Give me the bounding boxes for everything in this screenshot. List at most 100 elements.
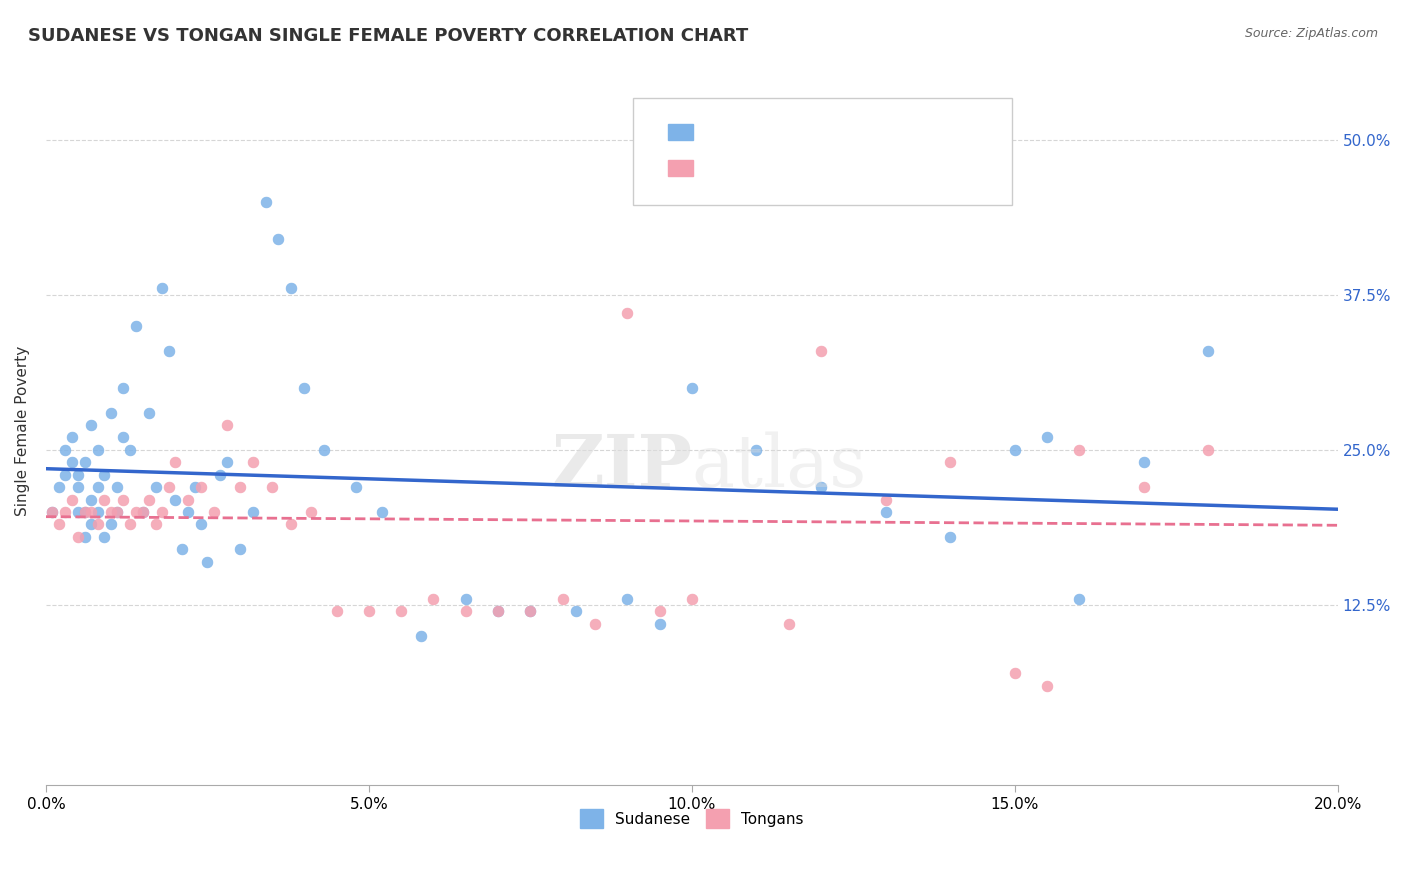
Point: [138, 406, 160, 420]
Text: N =: N =: [785, 123, 818, 141]
Point: [260, 480, 283, 494]
Point: [242, 455, 264, 469]
Text: R =: R =: [704, 159, 738, 177]
Point: [1069, 442, 1091, 457]
Point: [80, 505, 103, 519]
Text: ZIP: ZIP: [551, 431, 692, 502]
Point: [93, 492, 115, 507]
Point: [80, 517, 103, 532]
Point: [371, 505, 394, 519]
Point: [145, 480, 167, 494]
Point: [73, 455, 96, 469]
Point: [67, 530, 90, 544]
Point: [280, 517, 302, 532]
Point: [254, 194, 277, 209]
Y-axis label: Single Female Poverty: Single Female Poverty: [15, 346, 30, 516]
Point: [810, 480, 832, 494]
Point: [73, 505, 96, 519]
Point: [150, 505, 173, 519]
Point: [939, 530, 962, 544]
Point: [1198, 442, 1220, 457]
Point: [80, 418, 103, 433]
Point: [157, 480, 180, 494]
Point: [60, 455, 83, 469]
Point: [86, 480, 108, 494]
Point: [93, 530, 115, 544]
Point: [105, 480, 128, 494]
Text: 51: 51: [817, 159, 842, 177]
Point: [190, 517, 212, 532]
Point: [280, 281, 302, 295]
Point: [183, 480, 205, 494]
Point: [486, 604, 509, 618]
Point: [519, 604, 541, 618]
Point: [150, 281, 173, 295]
Point: [112, 492, 135, 507]
Point: [810, 343, 832, 358]
Point: [939, 455, 962, 469]
Point: [312, 442, 335, 457]
Point: [165, 492, 187, 507]
Point: [1069, 591, 1091, 606]
Point: [73, 530, 96, 544]
Point: [93, 467, 115, 482]
Point: [564, 604, 586, 618]
Point: [112, 430, 135, 444]
Point: [875, 505, 897, 519]
Point: [132, 505, 155, 519]
Point: [86, 442, 108, 457]
Point: [100, 505, 122, 519]
Point: [454, 591, 477, 606]
Point: [875, 492, 897, 507]
Point: [86, 517, 108, 532]
Point: [1036, 679, 1059, 693]
Text: 0.136: 0.136: [735, 123, 792, 141]
Point: [1133, 455, 1156, 469]
Text: R =: R =: [704, 123, 738, 141]
Point: [242, 505, 264, 519]
Point: [112, 381, 135, 395]
Point: [177, 492, 200, 507]
Point: [267, 232, 290, 246]
Point: [551, 591, 574, 606]
Point: [681, 591, 703, 606]
Point: [73, 505, 96, 519]
Point: [454, 604, 477, 618]
Point: [1133, 480, 1156, 494]
Point: [60, 430, 83, 444]
Text: 0.098: 0.098: [735, 159, 793, 177]
Point: [170, 542, 193, 557]
Point: [299, 505, 322, 519]
Point: [100, 517, 122, 532]
Point: [228, 480, 250, 494]
Point: [648, 616, 671, 631]
Point: [583, 616, 606, 631]
Point: [86, 505, 108, 519]
Point: [105, 505, 128, 519]
Point: [125, 505, 148, 519]
Point: [1004, 666, 1026, 681]
Point: [48, 480, 70, 494]
Text: atlas: atlas: [692, 432, 868, 502]
Point: [648, 604, 671, 618]
Point: [1004, 442, 1026, 457]
Point: [80, 492, 103, 507]
Point: [486, 604, 509, 618]
Point: [1036, 430, 1059, 444]
Point: [190, 480, 212, 494]
Point: [389, 604, 412, 618]
Point: [138, 492, 160, 507]
Point: [616, 591, 638, 606]
Point: [157, 343, 180, 358]
Point: [60, 492, 83, 507]
Point: [165, 455, 187, 469]
Point: [41, 505, 63, 519]
Point: [209, 467, 232, 482]
Point: [228, 542, 250, 557]
Point: [344, 480, 367, 494]
Point: [778, 616, 800, 631]
Point: [325, 604, 347, 618]
Point: [202, 505, 225, 519]
Point: [105, 505, 128, 519]
Point: [53, 505, 76, 519]
